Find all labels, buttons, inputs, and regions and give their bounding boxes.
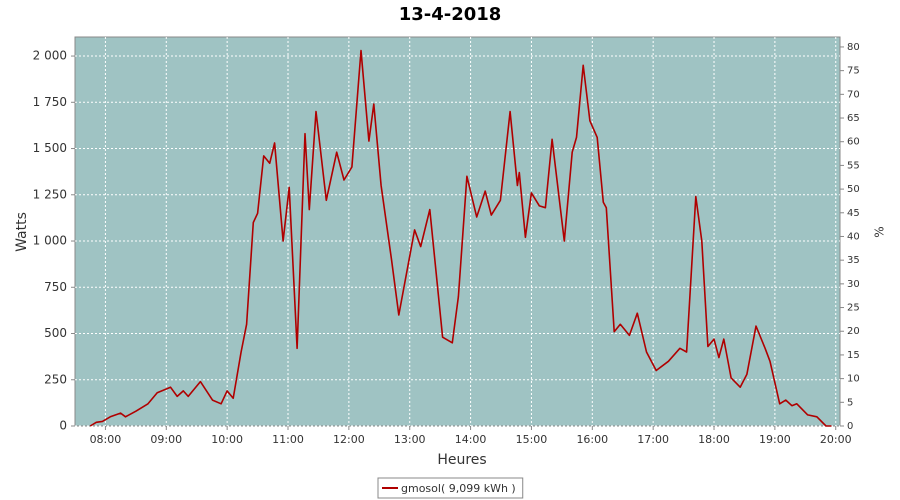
- y2-tick-label: 45: [847, 208, 860, 219]
- x-tick-label: 18:00: [698, 433, 730, 446]
- chart-title: 13-4-2018: [399, 4, 502, 25]
- y2-tick-label: 30: [847, 279, 860, 290]
- y-tick-label: 1 500: [33, 141, 67, 155]
- x-tick-label: 15:00: [516, 433, 548, 446]
- legend-label: gmosol( 9,099 kWh ): [401, 482, 516, 495]
- x-tick-label: 13:00: [394, 433, 426, 446]
- x-tick-label: 09:00: [150, 433, 182, 446]
- y2-axis-label: %: [873, 226, 887, 237]
- x-tick-label: 10:00: [211, 433, 243, 446]
- legend: gmosol( 9,099 kWh ): [377, 477, 524, 499]
- y2-tick-label: 55: [847, 160, 860, 171]
- y-tick-label: 1 750: [33, 95, 67, 109]
- y2-tick-label: 35: [847, 255, 860, 266]
- y2-tick-label: 65: [847, 113, 860, 124]
- data-line: [89, 49, 832, 427]
- legend-box: [377, 477, 524, 499]
- y2-tick-label: 40: [847, 231, 860, 242]
- x-tick-label: 11:00: [272, 433, 304, 446]
- y2-tick-label: 80: [847, 42, 860, 53]
- x-tick-label: 17:00: [637, 433, 669, 446]
- y-tick-label: 2 000: [33, 49, 67, 63]
- y-tick-label: 250: [44, 372, 67, 386]
- y-tick-label: 1 250: [33, 187, 67, 201]
- y-tick-label: 500: [44, 326, 67, 340]
- y2-tick-label: 10: [847, 374, 860, 385]
- x-tick-label: 16:00: [576, 433, 608, 446]
- y2-tick-label: 5: [847, 397, 853, 408]
- x-tick-label: 19:00: [759, 433, 791, 446]
- y2-tick-label: 75: [847, 66, 860, 77]
- y-tick-label: 1 000: [33, 234, 67, 248]
- x-tick-label: 14:00: [455, 433, 487, 446]
- plot-area: [74, 36, 841, 427]
- y2-tick-label: 15: [847, 350, 860, 361]
- x-axis-label: Heures: [437, 452, 486, 468]
- y2-tick-label: 0: [847, 421, 853, 432]
- y-tick-label: 750: [44, 280, 67, 294]
- x-tick-label: 20:00: [820, 433, 852, 446]
- y-axis-label: Watts: [14, 212, 30, 252]
- x-tick-label: 08:00: [90, 433, 122, 446]
- y2-tick-label: 50: [847, 184, 860, 195]
- y2-tick-label: 60: [847, 137, 860, 148]
- y2-tick-label: 70: [847, 89, 860, 100]
- y2-tick-label: 25: [847, 303, 860, 314]
- y2-tick-label: 20: [847, 326, 860, 337]
- x-tick-label: 12:00: [333, 433, 365, 446]
- y-tick-label: 0: [59, 419, 67, 433]
